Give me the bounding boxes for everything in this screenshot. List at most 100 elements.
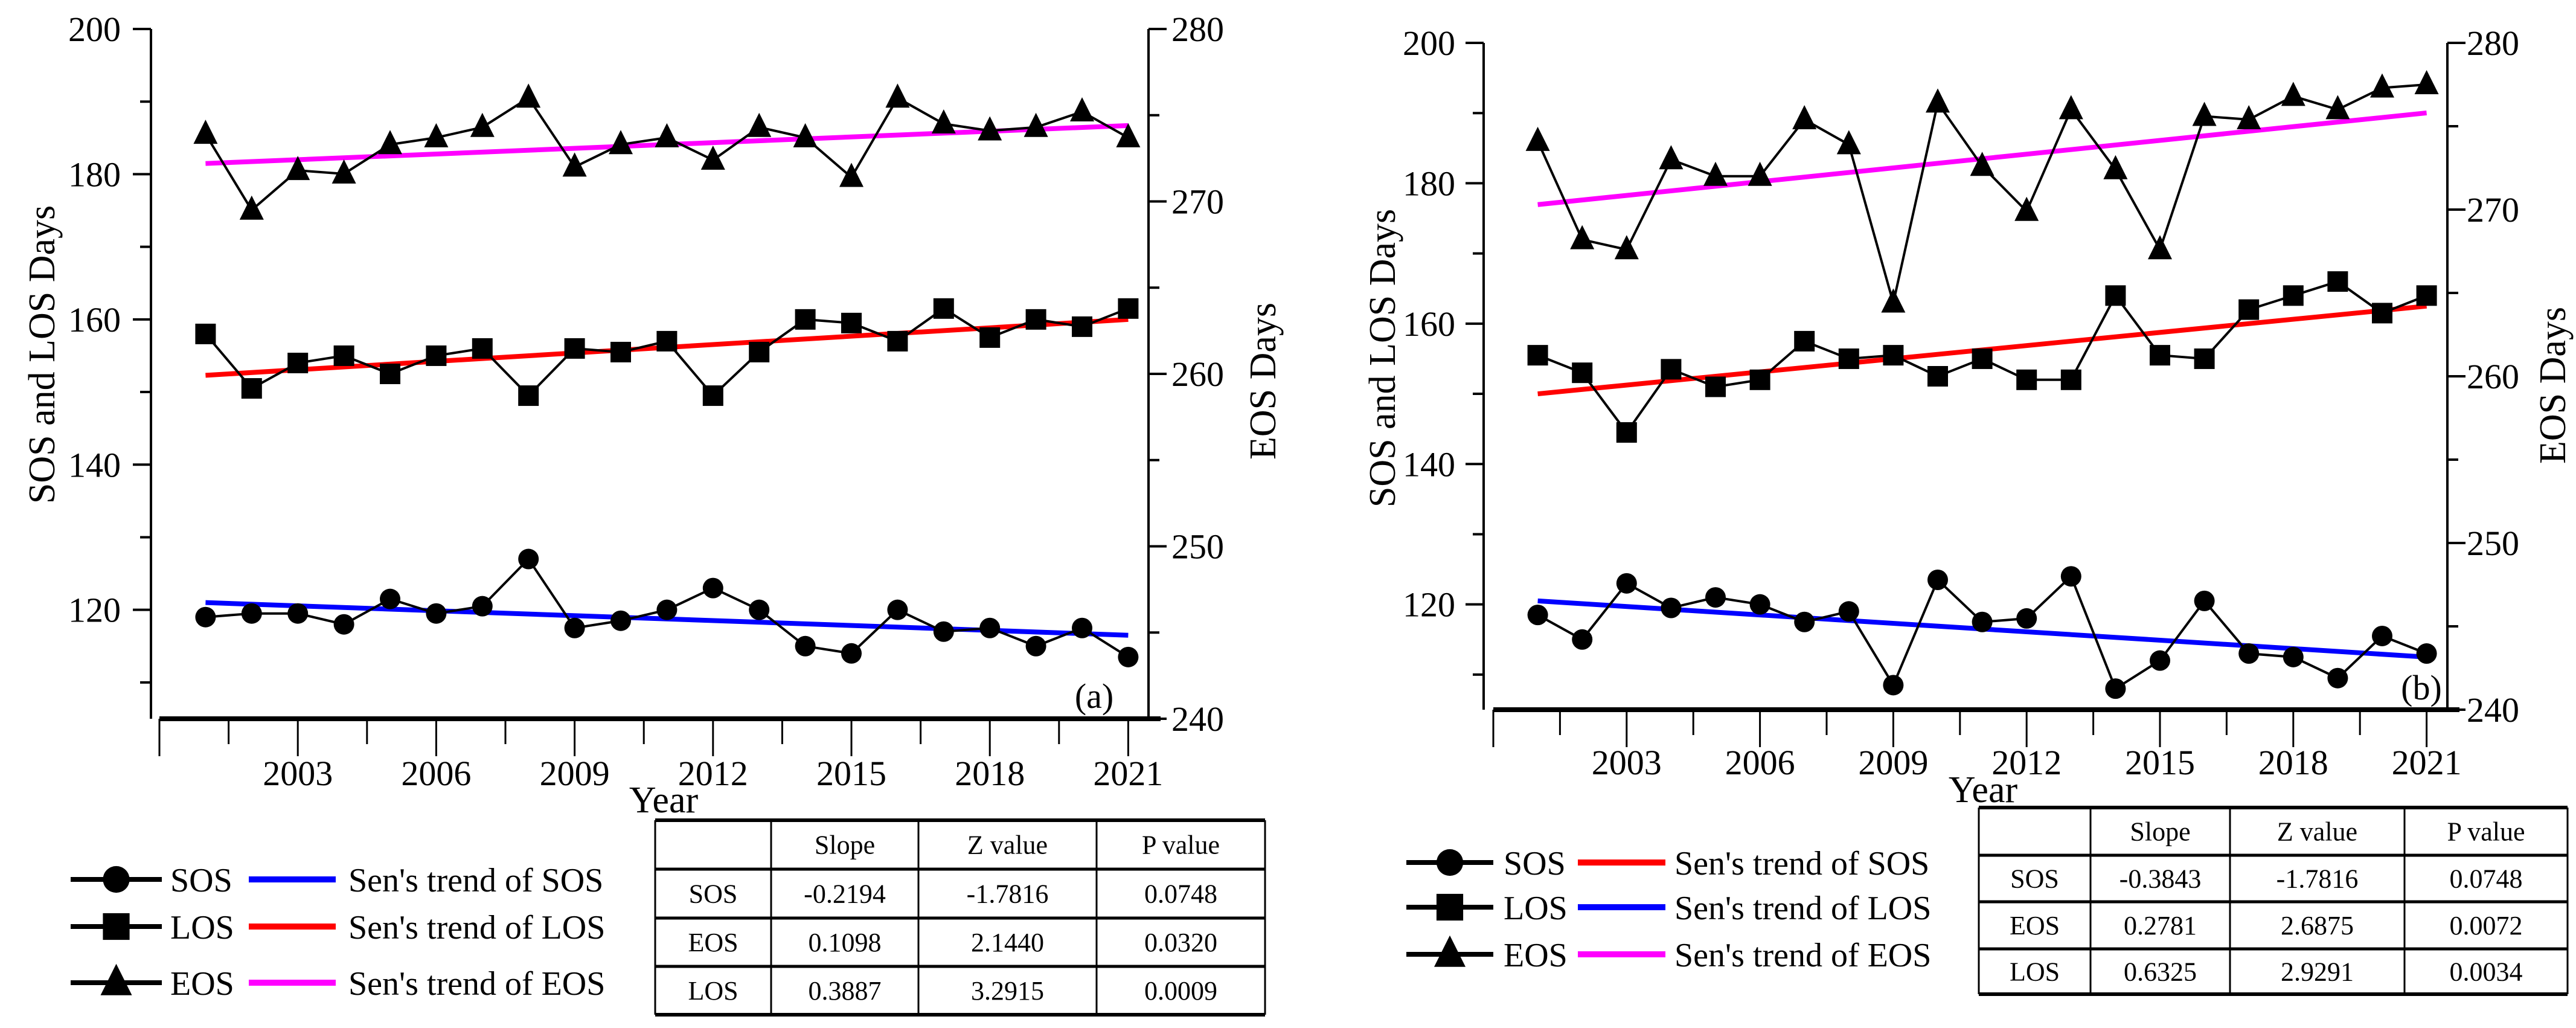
los-point [2372,303,2392,324]
table-cell: -1.7816 [967,879,1049,909]
legend-sos-marker [103,866,130,893]
left-y-tick-label: 140 [1403,445,1455,484]
eos-point [1116,123,1141,147]
x-tick-label: 2015 [816,754,886,793]
legend-series-label: LOS [1504,890,1568,927]
los-point [702,385,723,406]
legend-series-label: SOS [1504,845,1566,882]
los-point [380,364,400,384]
sos-point [2194,590,2215,611]
sos-point [1572,629,1593,650]
eos-point [1614,235,1639,260]
x-axis-title: Year [1949,769,2018,811]
sos-point [2105,678,2126,699]
eos-point [2414,70,2439,94]
los-point [933,298,954,319]
sos-point [610,610,631,631]
right-y-tick-label: 240 [1171,699,1224,739]
sos-point [656,599,678,620]
table-cell: 0.0748 [2450,864,2523,894]
sos-point [472,596,493,617]
right-y-tick-label: 280 [2467,24,2519,63]
x-tick-label: 2018 [2258,743,2328,782]
x-tick-label: 2003 [1592,743,1662,782]
sos-point [2372,625,2392,646]
eos-point [2192,101,2217,126]
legend: SOS Sen's trend of SOS LOS Sen's trend of L… [1406,845,1931,974]
right-y-tick-label: 260 [1171,355,1224,394]
los-point [2016,369,2037,390]
legend-series-label: LOS [170,909,234,946]
table-cell: 0.0009 [1144,976,1217,1006]
x-tick-label: 2012 [678,754,748,793]
eos-point [609,130,633,155]
legend-sos-marker [1436,849,1464,876]
eos-point [1881,288,1906,313]
los-point [610,341,631,362]
table-header: Slope [2130,817,2190,847]
legend-eos-marker [1434,935,1466,967]
eos-point [378,130,402,155]
sos-point [702,577,723,599]
los-point [241,378,262,399]
sos-point [2238,643,2260,664]
sos-point [2150,650,2170,671]
los-point [749,341,770,362]
sos-point [841,643,862,664]
legend-trend-label: Sen's trend of SOS [348,862,603,899]
left-y-tick-label: 120 [1403,585,1455,625]
los-point [1838,348,1859,369]
sos-point [195,606,216,628]
eos-point [1926,88,1950,113]
left-y-tick-label: 160 [1403,304,1455,344]
x-axis-title: Year [629,780,699,821]
right-y-tick-label: 250 [1171,527,1224,567]
eos-point [1703,161,1728,186]
eos-point [1570,225,1595,249]
panel-label: (b) [2401,668,2442,707]
sos-point [1527,605,1548,626]
sos-point [2060,566,2081,587]
los-point [1972,348,1993,369]
eos-point [2237,104,2261,129]
eos-point [239,195,264,220]
x-tick-label: 2006 [1725,743,1795,782]
eos-point [2059,95,2083,120]
panel-label: (a) [1075,676,1113,716]
sos-point [2016,608,2037,629]
sos-point [1661,597,1682,618]
table-cell: 0.6325 [2124,957,2197,987]
table-cell: 0.0072 [2450,911,2523,940]
table-cell: SOS [689,879,738,909]
los-point [1661,359,1682,380]
eos-point [1970,152,1994,176]
los-point [1572,362,1593,384]
los-point [2416,285,2437,306]
eos-point [793,123,818,147]
table-header: P value [1142,830,1220,860]
los-point [1072,316,1092,337]
legend-trend-label: Sen's trend of LOS [348,909,605,946]
eos-point [1836,130,1861,155]
left-y-tick-label: 140 [68,445,121,484]
los-point [979,327,1001,348]
legend-trend-label: Sen's trend of EOS [1674,937,1931,974]
table-header: P value [2447,817,2525,847]
sos-point [933,621,954,642]
x-tick-label: 2009 [1858,743,1928,782]
x-tick-label: 2003 [263,754,333,793]
legend-trend-label: Sen's trend of SOS [1674,845,1929,882]
los-point [1794,330,1815,352]
sos-point [1118,646,1139,667]
los-point [1705,376,1726,397]
table-cell: 0.1098 [809,928,882,957]
eos-point [655,123,679,147]
los-point [2194,348,2215,369]
stats-table: Slope Z value P value SOS -0.2194 -1.7816 0.07… [654,818,1266,1017]
right-y-tick-label: 240 [2467,690,2519,730]
los-point [1527,345,1548,366]
eos-point [470,112,495,137]
los-point [1749,369,1770,390]
los-point [795,309,816,330]
